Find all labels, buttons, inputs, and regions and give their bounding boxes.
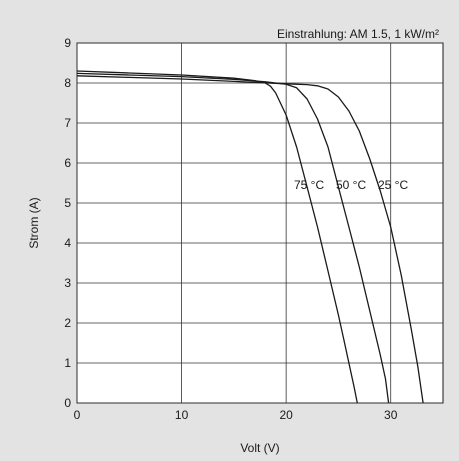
y-tick-label: 2 [64,316,71,330]
iv-curves [76,70,424,404]
curve-label-50: 50 °C [336,178,366,192]
y-tick-label: 3 [64,276,71,290]
curve-label-75: 75 °C [294,178,324,192]
irradiance-annotation: Einstrahlung: AM 1.5, 1 kW/m² [277,27,439,41]
x-axis-label: Volt (V) [240,441,279,455]
y-tick-label: 0 [64,396,71,410]
y-tick-label: 5 [64,196,71,210]
y-tick-label: 9 [64,36,71,50]
y-tick-labels: 0 1 2 3 4 5 6 7 8 9 [64,36,71,410]
y-axis-label: Strom (A) [27,197,41,248]
y-tick-label: 1 [64,356,71,370]
plot-area [76,42,444,404]
y-tick-label: 8 [64,76,71,90]
y-tick-label: 6 [64,156,71,170]
curve-label-25: 25 °C [378,178,408,192]
x-tick-label: 10 [175,408,189,422]
series-line-1 [76,72,390,404]
x-tick-label: 0 [74,408,81,422]
x-tick-label: 30 [384,408,398,422]
series-line-2 [76,75,424,404]
y-tick-label: 7 [64,116,71,130]
y-tick-label: 4 [64,236,71,250]
grid [76,42,443,404]
x-tick-labels: 0 10 20 30 [74,408,398,422]
x-tick-label: 20 [279,408,293,422]
series-line-0 [76,70,358,404]
